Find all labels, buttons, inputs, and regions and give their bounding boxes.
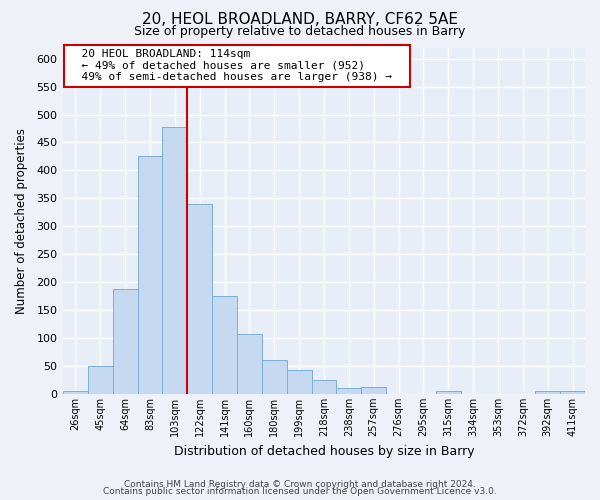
Bar [137, 156, 163, 394]
Text: Size of property relative to detached houses in Barry: Size of property relative to detached ho… [134, 25, 466, 38]
Text: 20 HEOL BROADLAND: 114sqm  
  ← 49% of detached houses are smaller (952)  
  49%: 20 HEOL BROADLAND: 114sqm ← 49% of detac… [68, 49, 406, 82]
Bar [212, 296, 237, 394]
Bar [361, 387, 386, 394]
Y-axis label: Number of detached properties: Number of detached properties [15, 128, 28, 314]
Text: Contains public sector information licensed under the Open Government Licence v3: Contains public sector information licen… [103, 487, 497, 496]
Bar [337, 388, 361, 394]
Bar [287, 370, 311, 394]
Bar [436, 391, 461, 394]
Bar [237, 334, 262, 394]
Bar [187, 204, 212, 394]
Bar [262, 360, 287, 394]
Bar [560, 391, 585, 394]
Text: 20, HEOL BROADLAND, BARRY, CF62 5AE: 20, HEOL BROADLAND, BARRY, CF62 5AE [142, 12, 458, 28]
Bar [535, 391, 560, 394]
X-axis label: Distribution of detached houses by size in Barry: Distribution of detached houses by size … [173, 444, 475, 458]
Bar [311, 380, 337, 394]
Bar [88, 366, 113, 394]
Bar [163, 128, 187, 394]
Bar [63, 391, 88, 394]
Text: Contains HM Land Registry data © Crown copyright and database right 2024.: Contains HM Land Registry data © Crown c… [124, 480, 476, 489]
Bar [113, 289, 137, 394]
